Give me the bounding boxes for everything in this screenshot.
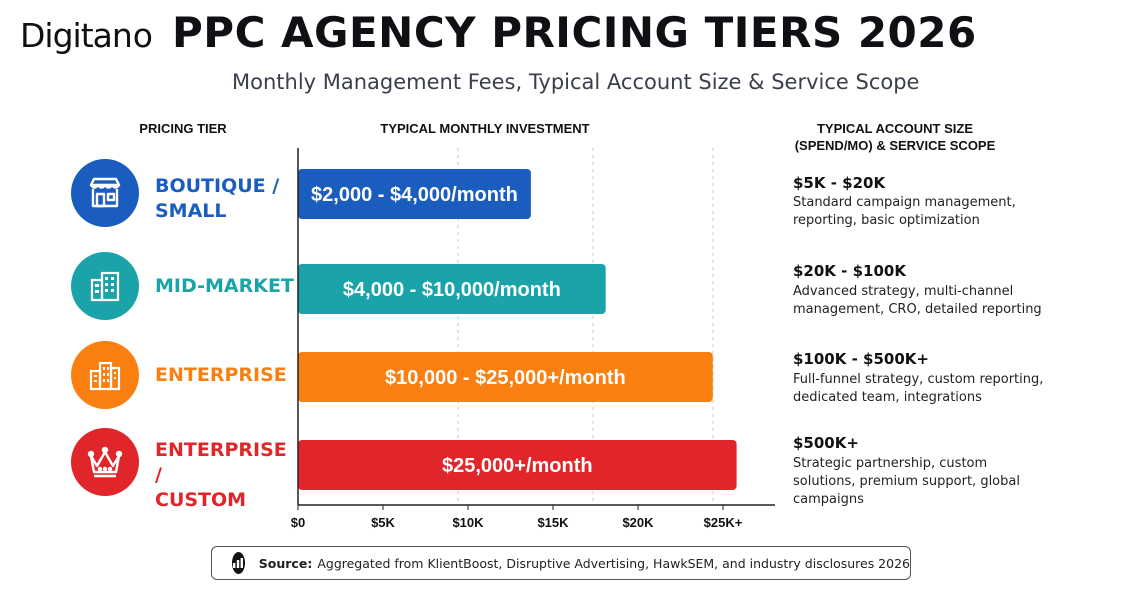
account-size-boutique: $5K - $20K — [793, 174, 886, 192]
brand-logo: Digitan o — [20, 16, 153, 55]
bar-chart-icon — [232, 552, 245, 574]
x-tick-label: $0 — [291, 515, 305, 530]
office-building-icon — [71, 252, 139, 320]
tier-label-mid-market: MID-MARKET — [155, 275, 294, 297]
bar-2 — [298, 352, 713, 402]
x-tick-label: $25K+ — [704, 515, 743, 530]
bar-label-3: $25,000+/month — [442, 455, 593, 477]
storefront-icon — [71, 159, 139, 227]
account-size-mid-market: $20K - $100K — [793, 262, 906, 280]
page-subtitle: Monthly Management Fees, Typical Account… — [232, 70, 920, 94]
logo-text: Digitan — [20, 16, 133, 55]
bar-label-1: $4,000 - $10,000/month — [343, 279, 561, 301]
column-header-account-size-line1: TYPICAL ACCOUNT SIZE — [816, 121, 973, 136]
column-header-account-size: TYPICAL ACCOUNT SIZE (SPEND/MO) & SERVIC… — [760, 120, 1030, 154]
logo-o-letter: o — [132, 16, 153, 55]
source-label: Source: — [258, 555, 313, 571]
column-header-investment: TYPICAL MONTHLY INVESTMENT — [380, 121, 590, 136]
source-note: Source: Aggregated from KlientBoost, Dis… — [211, 546, 911, 580]
crown-icon — [71, 428, 139, 496]
account-size-enterprise-custom: $500K+ — [793, 434, 859, 452]
source-text: Aggregated from KlientBoost, Disruptive … — [317, 555, 910, 571]
x-tick-label: $10K — [452, 515, 484, 530]
bar-0 — [298, 169, 531, 219]
logo-o: o — [132, 16, 153, 55]
bar-label-2: $10,000 - $25,000+/month — [385, 367, 626, 389]
x-tick-label: $20K — [622, 515, 654, 530]
city-buildings-icon — [71, 341, 139, 409]
column-header-tier: PRICING TIER — [139, 121, 227, 136]
column-header-account-size-line2: (SPEND/MO) & SERVICE SCOPE — [794, 138, 996, 153]
x-tick-label: $15K — [537, 515, 569, 530]
scope-desc-boutique: Standard campaign management, reporting,… — [793, 195, 1016, 228]
account-size-enterprise: $100K - $500K+ — [793, 350, 929, 368]
page-title: PPC AGENCY PRICING TIERS 2026 — [172, 8, 977, 57]
bar-3 — [298, 440, 737, 490]
bar-label-0: $2,000 - $4,000/month — [311, 184, 518, 206]
scope-desc-enterprise: Full-funnel strategy, custom reporting, … — [793, 372, 1044, 405]
tier-label-enterprise-custom: ENTERPRISE / CUSTOM — [155, 439, 287, 511]
x-tick-label: $5K — [371, 515, 395, 530]
scope-desc-enterprise-custom: Strategic partnership, custom solutions,… — [793, 456, 1020, 507]
tier-label-enterprise: ENTERPRISE — [155, 364, 287, 386]
tier-label-boutique: BOUTIQUE / SMALL — [155, 175, 280, 222]
bar-1 — [298, 264, 606, 314]
scope-desc-mid-market: Advanced strategy, multi-channel managem… — [793, 284, 1042, 317]
